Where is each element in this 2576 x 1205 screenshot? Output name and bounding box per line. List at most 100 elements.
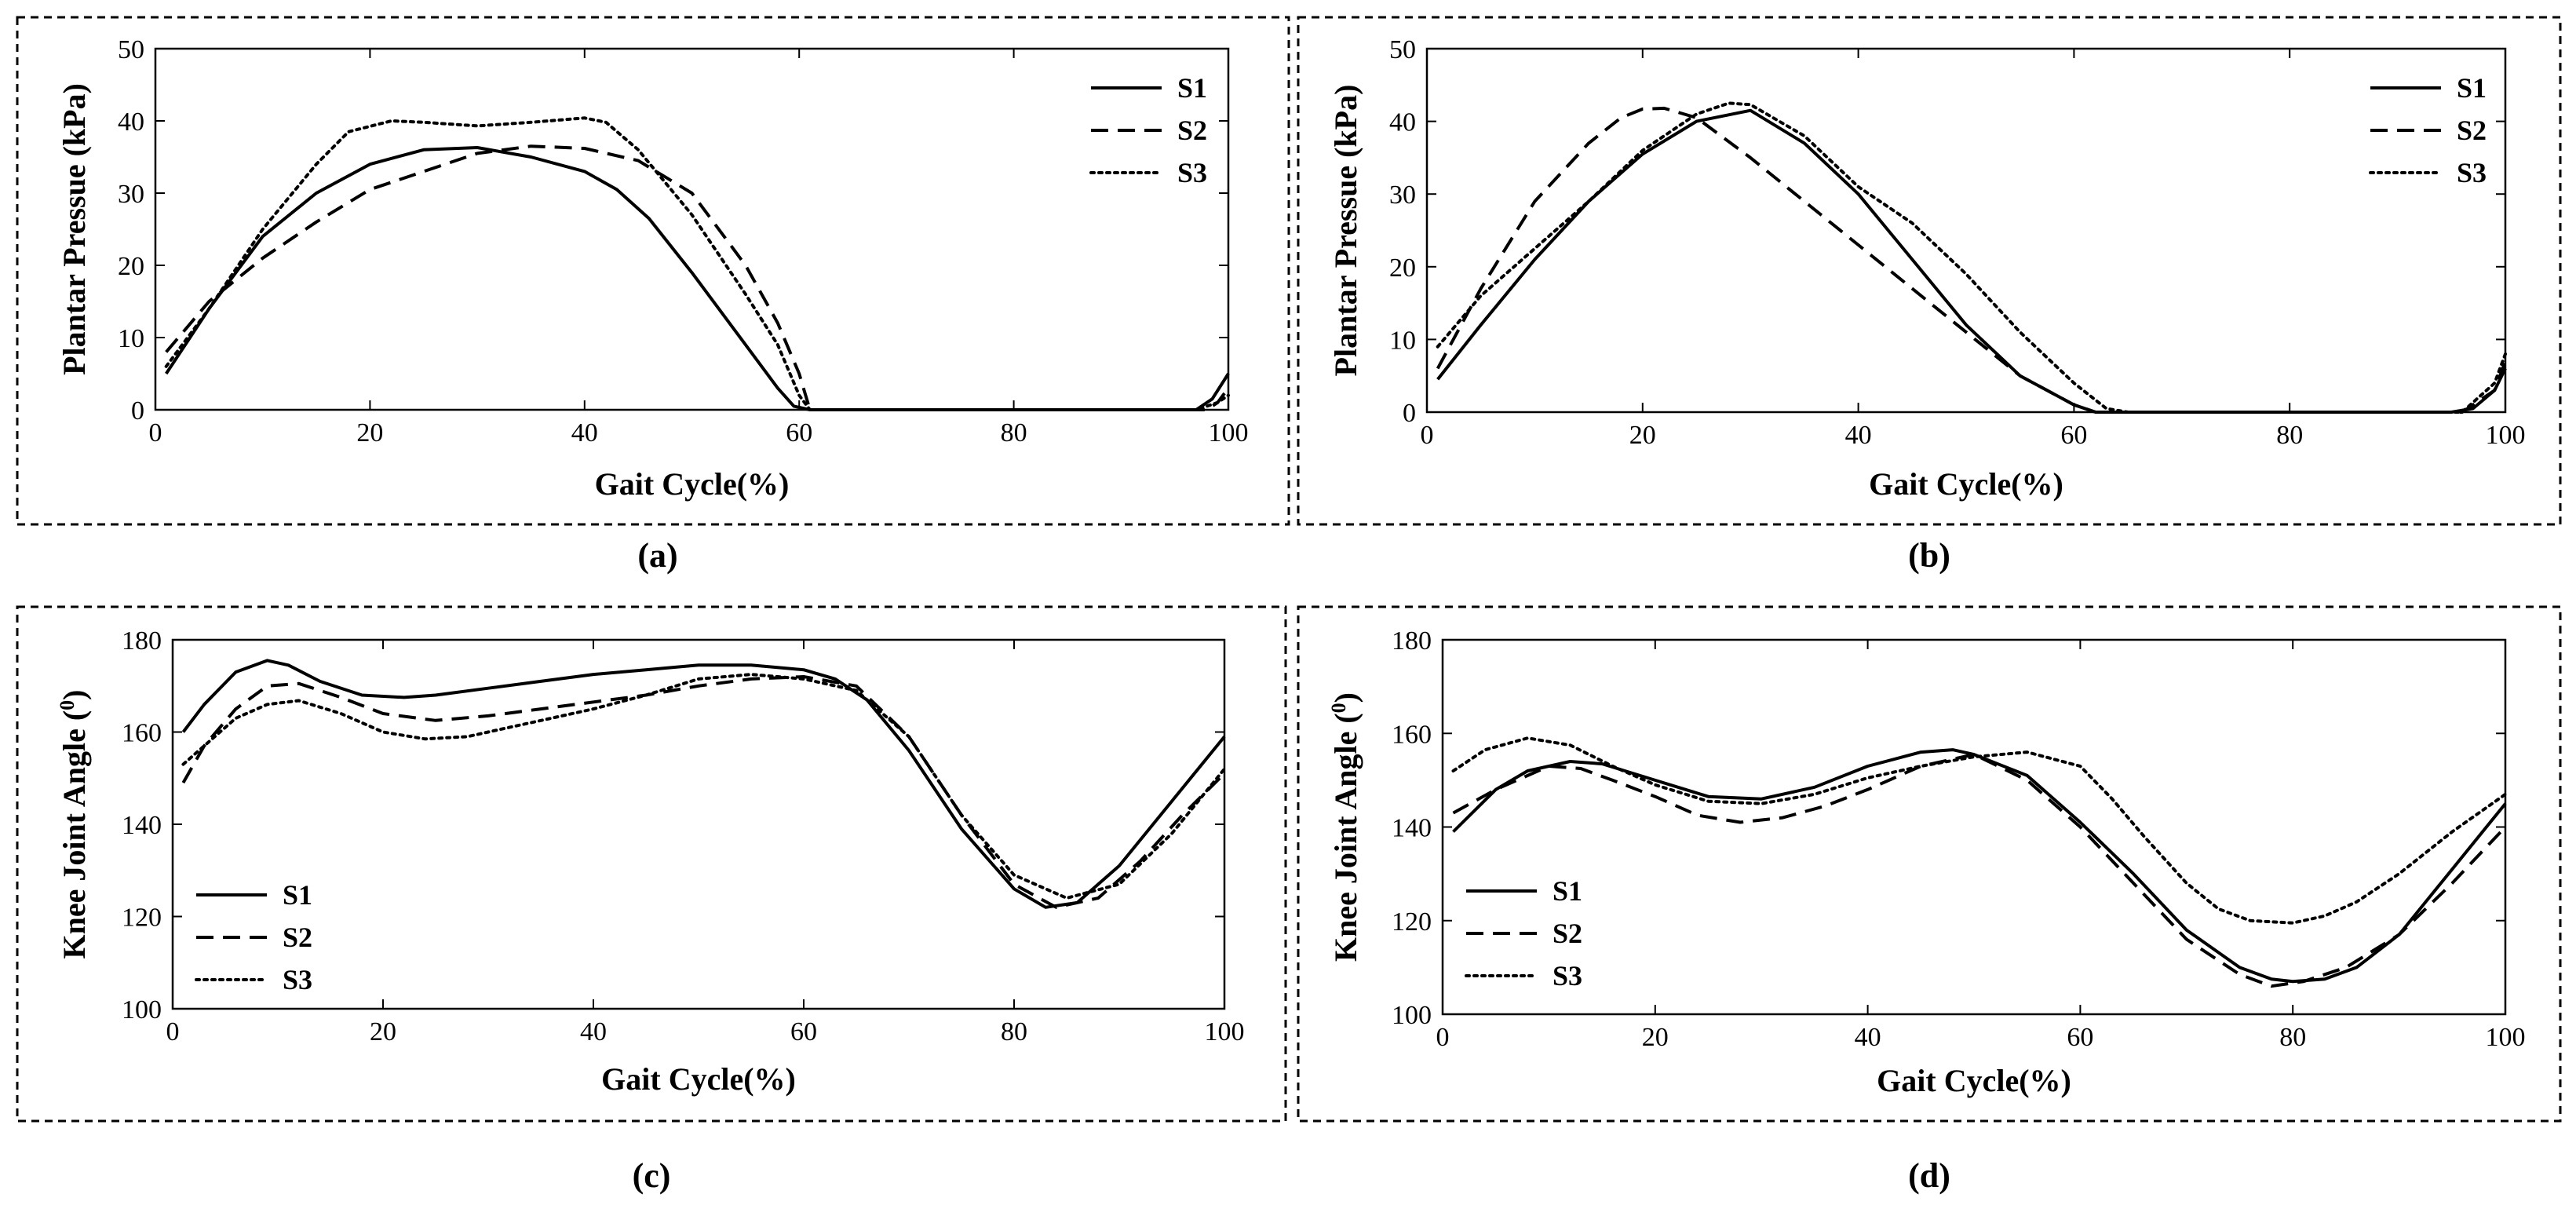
panel-border [1297, 16, 2562, 526]
legend-label-s3: S3 [1553, 960, 1582, 991]
x-tick-label: 100 [2486, 421, 2526, 450]
y-tick-label: 120 [122, 904, 162, 933]
y-tick-label: 140 [122, 811, 162, 840]
series-line-s1 [1436, 108, 2507, 414]
series-line-s3 [1451, 736, 2507, 925]
panel-border [16, 16, 1290, 526]
y-axis-label-text: Plantar Pressue (kPa) [1328, 85, 1363, 377]
x-axis-label: Gait Cycle(%) [1877, 1063, 2071, 1098]
legend-label-s1: S1 [1177, 72, 1207, 104]
y-tick-label: 30 [118, 180, 144, 209]
panel-caption: (c) [633, 1156, 671, 1195]
series-line-s3 [181, 673, 1226, 900]
plot-area [1441, 638, 2507, 1016]
y-axis-label: Knee Joint Angle (0) [1327, 692, 1363, 962]
panel-a: 0 20 40 60 80 100 0 10 20 30 40 50 Gait Cycle(%) Plan… [16, 16, 1290, 575]
x-tick-label: 60 [790, 1017, 817, 1046]
panel-b: 0 20 40 60 80 100 0 10 20 30 40 50 Gait Cycle(%) Plan… [1297, 16, 2562, 575]
y-tick-label: 10 [118, 324, 144, 353]
x-tick-label: 80 [1001, 1017, 1027, 1046]
plot-area [154, 47, 1230, 411]
x-tick-label: 20 [1642, 1023, 1669, 1052]
x-tick-label: 40 [580, 1017, 607, 1046]
x-tick-label: 40 [1845, 421, 1872, 450]
x-tick-label: 20 [370, 1017, 396, 1046]
series-line-s1 [165, 146, 1230, 411]
series-line-s1 [1452, 748, 2507, 984]
x-axis-label: Gait Cycle(%) [595, 466, 790, 502]
legend-label-s3: S3 [2457, 157, 2487, 188]
panel-caption: (b) [1908, 536, 1950, 575]
y-tick-label: 160 [122, 719, 162, 748]
y-tick-label: 100 [122, 995, 162, 1024]
x-tick-label: 80 [1001, 418, 1027, 447]
panel-border [16, 605, 1287, 1123]
plot-area [1425, 47, 2507, 414]
y-axis-label: Plantar Pressue (kPa) [1328, 85, 1363, 377]
y-tick-label: 180 [122, 626, 162, 655]
legend-label-s3: S3 [1177, 157, 1207, 188]
x-tick-label: 80 [2279, 1023, 2306, 1052]
y-axis-label-superscript: 0 [1327, 703, 1350, 713]
y-axis-label-text: Plantar Pressue (kPa) [57, 83, 92, 375]
x-tick-label: 20 [356, 418, 383, 447]
x-tick-label: 0 [166, 1017, 180, 1046]
legend-label-s2: S2 [283, 922, 312, 953]
y-tick-label: 140 [1392, 814, 1432, 843]
series-line-s2 [181, 675, 1226, 909]
legend-label-s1: S1 [1553, 875, 1582, 907]
panel-caption: (d) [1908, 1156, 1950, 1195]
series-line-s1 [181, 659, 1226, 909]
y-tick-label: 30 [1389, 181, 1416, 210]
y-axis-label-close: ) [57, 690, 92, 700]
y-tick-label: 40 [1389, 108, 1416, 137]
y-axis-label: Plantar Pressue (kPa) [57, 83, 92, 375]
y-tick-label: 180 [1392, 626, 1432, 655]
x-tick-label: 100 [2486, 1023, 2526, 1052]
x-tick-label: 60 [2067, 1023, 2093, 1052]
y-axis-label-text: Knee Joint Angle ( [57, 710, 92, 959]
x-tick-label: 0 [1436, 1023, 1450, 1052]
x-tick-label: 40 [571, 418, 598, 447]
panel-d: 0 20 40 60 80 100 100 120 140 160 180 Gait Cycle(%)… [1297, 605, 2562, 1195]
x-axis-label: Gait Cycle(%) [1869, 466, 2063, 502]
x-tick-label: 60 [786, 418, 812, 447]
x-tick-label: 20 [1629, 421, 1656, 450]
panel-c: 0 20 40 60 80 100 100 120 140 160 180 Gait Cycle(%)… [16, 605, 1287, 1195]
y-tick-label: 0 [131, 396, 144, 425]
y-axis-label: Knee Joint Angle (0) [56, 690, 92, 959]
y-tick-label: 0 [1403, 399, 1416, 428]
legend-label-s3: S3 [283, 964, 312, 995]
y-tick-label: 100 [1392, 1001, 1432, 1030]
legend-label-s1: S1 [283, 879, 312, 911]
x-tick-label: 40 [1855, 1023, 1881, 1052]
series-line-s2 [1436, 106, 2507, 414]
y-axis-label-text: Knee Joint Angle ( [1328, 713, 1363, 962]
x-tick-label: 100 [1205, 1017, 1245, 1046]
legend-label-s2: S2 [1553, 918, 1582, 949]
x-tick-label: 0 [149, 418, 162, 447]
y-tick-label: 20 [118, 252, 144, 281]
y-tick-label: 120 [1392, 907, 1432, 937]
x-tick-label: 60 [2060, 421, 2087, 450]
x-axis-label: Gait Cycle(%) [601, 1061, 796, 1097]
y-axis-label-superscript: 0 [56, 700, 78, 710]
y-tick-label: 160 [1392, 720, 1432, 749]
x-tick-label: 100 [1209, 418, 1249, 447]
y-tick-label: 50 [118, 35, 144, 64]
y-axis-label-close: ) [1328, 692, 1363, 703]
legend-label-s2: S2 [2457, 115, 2487, 146]
legend-label-s1: S1 [2457, 72, 2487, 104]
series-line-s2 [1452, 753, 2507, 988]
x-tick-label: 0 [1421, 421, 1434, 450]
y-tick-label: 50 [1389, 35, 1416, 64]
x-tick-label: 80 [2276, 421, 2303, 450]
legend-label-s2: S2 [1177, 115, 1207, 146]
panel-caption: (a) [637, 536, 677, 575]
y-tick-label: 10 [1389, 326, 1416, 355]
series-line-s3 [1436, 101, 2507, 414]
y-tick-label: 40 [118, 108, 144, 137]
series-line-s3 [164, 116, 1230, 411]
panel-border [1297, 605, 2562, 1123]
